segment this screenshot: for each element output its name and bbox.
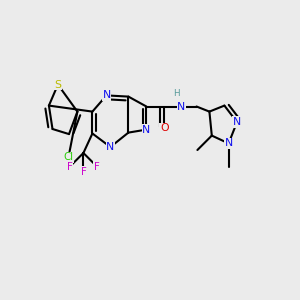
- Text: N: N: [102, 90, 111, 100]
- Text: F: F: [80, 167, 86, 177]
- Text: F: F: [94, 161, 100, 172]
- Text: N: N: [224, 138, 233, 148]
- Text: O: O: [160, 123, 169, 134]
- Text: N: N: [233, 117, 241, 127]
- Text: F: F: [67, 161, 73, 172]
- Text: Cl: Cl: [63, 152, 74, 163]
- Text: N: N: [177, 101, 186, 112]
- Text: H: H: [173, 89, 179, 98]
- Text: S: S: [54, 80, 61, 90]
- Text: N: N: [142, 124, 151, 135]
- Text: N: N: [106, 142, 115, 152]
